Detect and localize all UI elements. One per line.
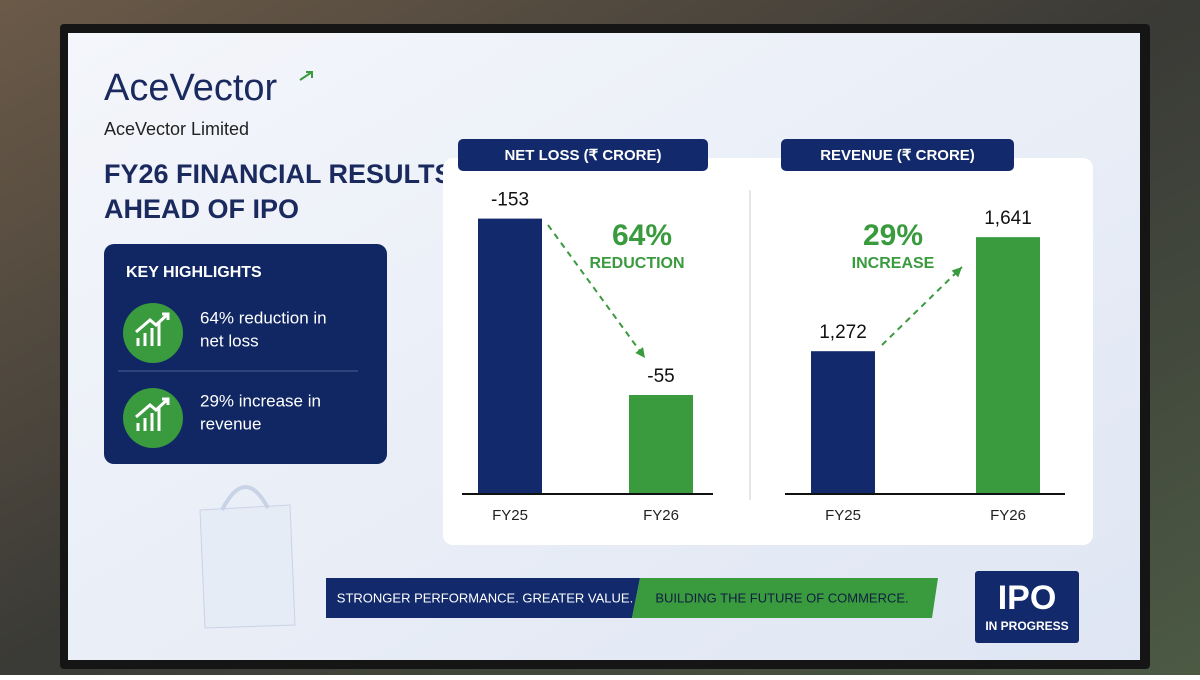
ipo-badge [975, 571, 1079, 643]
x-tick-label: FY26 [990, 507, 1026, 524]
x-tick-label: FY25 [825, 507, 861, 524]
footer-left [326, 578, 640, 618]
value-label: -153 [491, 190, 529, 211]
bag-illustration [199, 504, 296, 629]
logo-arrow [299, 71, 313, 81]
company-name: AceVector Limited [104, 119, 249, 139]
annotation-label: REDUCTION [589, 255, 684, 272]
bar [629, 395, 693, 494]
trend-arrow [547, 224, 646, 359]
chart-title: NET LOSS (₹ CRORE) [504, 147, 661, 164]
bag-handle [220, 485, 270, 511]
icon-glyph [135, 397, 170, 431]
annotation-value: 64% [612, 219, 672, 252]
footer-right [632, 578, 938, 618]
x-tick-label: FY26 [643, 507, 679, 524]
badge-title: IPO [998, 579, 1057, 617]
value-label: -55 [647, 366, 674, 387]
highlight-text: net loss [200, 331, 259, 350]
bar [478, 218, 542, 494]
footer-text: BUILDING THE FUTURE OF COMMERCE. [655, 590, 908, 605]
icon-glyph [135, 312, 170, 346]
value-label: 1,272 [819, 322, 867, 343]
chart-panel [443, 158, 1093, 545]
trend-arrowhead [951, 267, 962, 278]
value-label: 1,641 [984, 208, 1032, 229]
chart-title-pill [781, 139, 1014, 171]
trend-arrow [881, 266, 963, 346]
highlight-text: 29% increase in [200, 391, 321, 410]
bar [976, 237, 1040, 495]
highlights-title: KEY HIGHLIGHTS [126, 264, 262, 281]
footer-text: STRONGER PERFORMANCE. GREATER VALUE. [337, 590, 633, 605]
trend-arrowhead [635, 347, 645, 358]
chart-title-pill [458, 139, 708, 171]
highlight-text: revenue [200, 414, 261, 433]
headline: AHEAD OF IPO [104, 194, 299, 224]
logo: AceVector [104, 67, 278, 109]
x-tick-label: FY25 [492, 507, 528, 524]
badge-subtitle: IN PROGRESS [985, 619, 1068, 633]
annotation-label: INCREASE [852, 255, 935, 272]
headline: FY26 FINANCIAL RESULTS [104, 159, 453, 189]
bar [811, 351, 875, 494]
annotation-value: 29% [863, 219, 923, 252]
chart-title: REVENUE (₹ CRORE) [820, 147, 975, 164]
highlight-text: 64% reduction in [200, 308, 327, 327]
